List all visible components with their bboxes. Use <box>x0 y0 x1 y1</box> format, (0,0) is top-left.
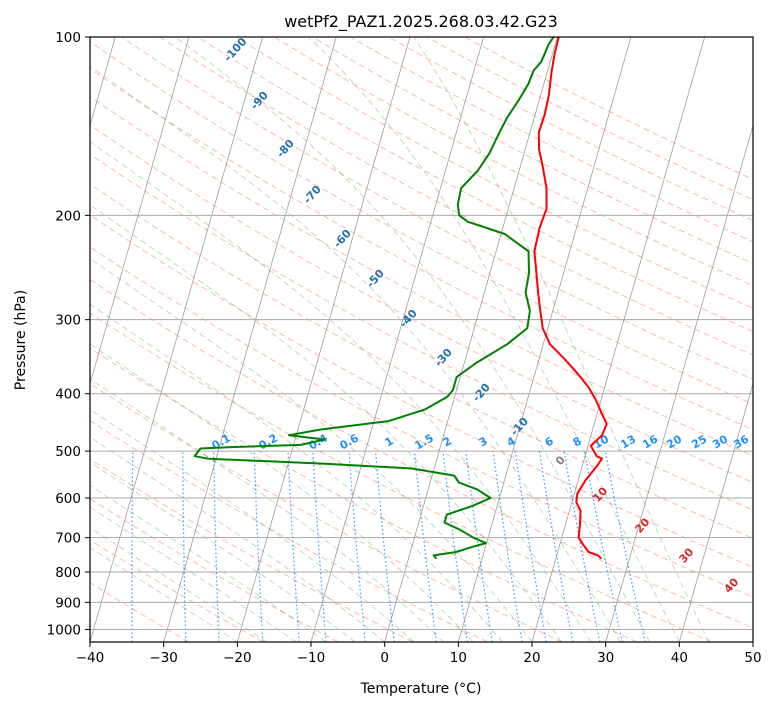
y-tick-label: 900 <box>55 595 81 611</box>
y-tick-label: 800 <box>55 565 81 581</box>
x-tick-label: 50 <box>744 650 761 666</box>
y-tick-label: 100 <box>55 30 81 46</box>
y-tick-label: 200 <box>55 208 81 224</box>
y-tick-label: 700 <box>55 531 81 547</box>
x-tick-label: 10 <box>450 650 467 666</box>
x-axis-label: Temperature (°C) <box>360 681 482 697</box>
y-tick-label: 600 <box>55 491 81 507</box>
x-tick-label: 30 <box>597 650 614 666</box>
x-tick-label: 0 <box>380 650 389 666</box>
x-tick-label: 20 <box>523 650 540 666</box>
y-tick-label: 400 <box>55 387 81 403</box>
x-tick-label: −10 <box>297 650 326 666</box>
y-axis-label: Pressure (hPa) <box>13 290 29 390</box>
x-tick-label: 40 <box>671 650 688 666</box>
y-tick-label: 1000 <box>47 622 81 638</box>
x-tick-label: −30 <box>149 650 178 666</box>
y-tick-label: 300 <box>55 313 81 329</box>
x-tick-label: −40 <box>76 650 105 666</box>
chart-title: wetPf2_PAZ1.2025.268.03.42.G23 <box>284 12 558 32</box>
y-tick-label: 500 <box>55 444 81 460</box>
x-tick-label: −20 <box>223 650 252 666</box>
